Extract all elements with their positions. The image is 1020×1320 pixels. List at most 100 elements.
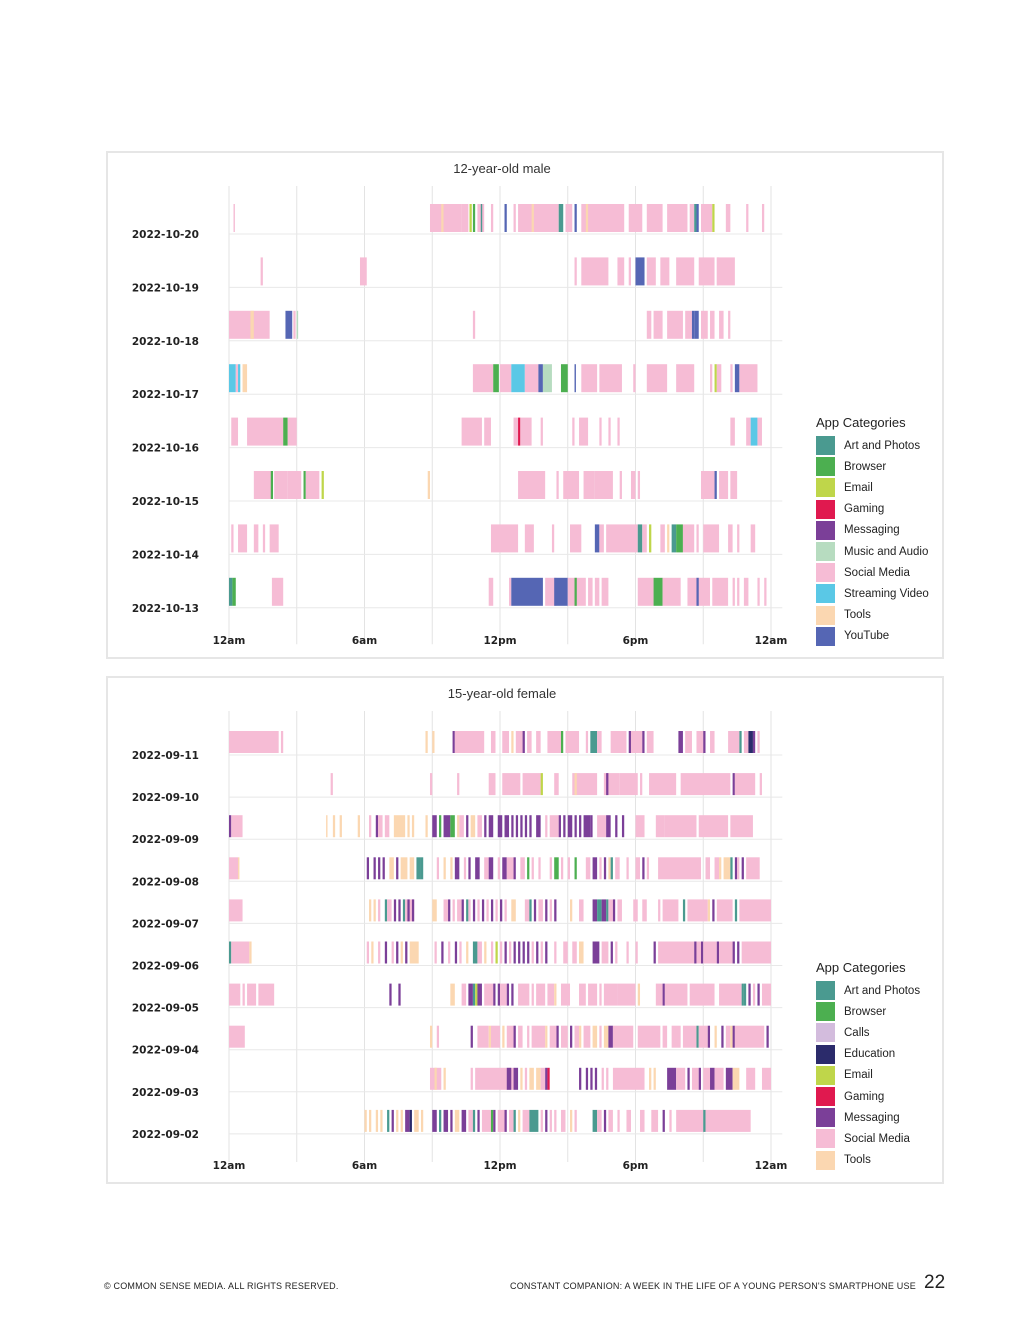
session-bar (759, 773, 762, 796)
session-bar (429, 1025, 433, 1048)
session-bar (698, 815, 729, 838)
session-bar (721, 1025, 724, 1048)
legend-title: App Categories (816, 960, 906, 975)
session-bar (513, 1025, 516, 1048)
session-bar (549, 1109, 552, 1132)
session-bar (592, 1025, 598, 1048)
session-bar (716, 257, 735, 286)
session-bar (628, 204, 643, 232)
session-bar (490, 731, 496, 753)
session-bar (696, 1025, 699, 1048)
session-bar (509, 941, 512, 964)
legend-label: Social Media (844, 566, 910, 579)
session-bar (527, 857, 530, 880)
session-bar (603, 1109, 607, 1132)
session-bar (434, 941, 437, 964)
session-bar (518, 1025, 523, 1048)
session-bar (497, 815, 503, 838)
legend-swatch (816, 626, 835, 646)
session-bar (477, 1025, 489, 1048)
session-bar (271, 577, 284, 606)
session-bar (757, 577, 760, 606)
session-bar (606, 815, 611, 838)
session-bar (287, 417, 297, 446)
session-bar (626, 941, 629, 964)
session-bar (646, 257, 656, 286)
session-bar (719, 310, 724, 339)
session-bar (610, 941, 613, 964)
legend-swatch (816, 457, 835, 477)
session-bar (511, 364, 525, 393)
session-bar (737, 941, 740, 964)
session-bar (615, 815, 618, 838)
legend-swatch (816, 981, 835, 1001)
session-bar (229, 364, 236, 393)
session-bar (506, 857, 514, 880)
session-bar (649, 524, 652, 553)
session-bar (536, 731, 541, 753)
session-bar (391, 1109, 394, 1132)
session-bar (506, 1067, 512, 1090)
session-bar (655, 983, 663, 1006)
legend-item: Social Media (816, 1128, 920, 1149)
session-bar (495, 899, 498, 922)
row-date-label: 2022-09-11 (132, 750, 199, 762)
session-bar (556, 471, 559, 499)
footer-copyright: © COMMON SENSE MEDIA. ALL RIGHTS RESERVE… (104, 1281, 339, 1291)
legend: App Categories Art and Photos Browser Emai… (816, 415, 929, 647)
session-bar (443, 815, 451, 838)
session-bar (698, 257, 715, 286)
session-bar (560, 1109, 566, 1132)
session-bar (538, 857, 541, 880)
session-bar (687, 899, 708, 922)
session-bar (664, 815, 697, 838)
session-bar (549, 815, 559, 838)
session-bar (712, 899, 715, 922)
session-bar (506, 983, 510, 1006)
session-bar (719, 941, 733, 964)
legend-swatch (816, 1023, 835, 1043)
session-bar (457, 773, 460, 796)
session-bar (393, 815, 406, 838)
session-bar (565, 204, 573, 232)
session-bar (250, 310, 254, 339)
session-bar (746, 857, 760, 880)
session-bar (490, 941, 494, 964)
session-bar (732, 1025, 735, 1048)
legend-items: Art and Photos Browser Calls Education Email… (816, 980, 920, 1171)
session-bar (682, 1025, 697, 1048)
session-bar (536, 1067, 541, 1090)
session-bar (493, 983, 496, 1006)
session-bar (531, 1025, 546, 1048)
session-bar (676, 1067, 686, 1090)
session-bar (646, 204, 663, 232)
session-bar (391, 941, 394, 964)
session-bar (547, 983, 555, 1006)
session-bar (409, 857, 415, 880)
session-bar (642, 857, 645, 880)
session-bar (691, 310, 695, 339)
session-bar (389, 857, 394, 880)
session-bar (502, 773, 521, 796)
session-bar (599, 524, 604, 553)
session-bar (714, 1067, 724, 1090)
session-bar (450, 983, 455, 1006)
session-bar (752, 983, 756, 1006)
session-bar (761, 1067, 771, 1090)
legend-label: Email (844, 1069, 873, 1082)
legend-item: Social Media (816, 562, 929, 583)
session-bar (626, 1109, 631, 1132)
x-tick-label: 6pm (623, 1160, 649, 1172)
legend-label: Messaging (844, 1111, 900, 1124)
session-bar (619, 471, 622, 499)
session-bar (472, 204, 476, 232)
session-bar (396, 857, 399, 880)
session-bar (518, 1109, 521, 1132)
session-bar (646, 364, 668, 393)
session-bar (466, 815, 469, 838)
session-bar (574, 577, 577, 606)
session-bar (554, 983, 557, 1006)
session-bar (572, 417, 575, 446)
session-bar (592, 857, 598, 880)
session-bar (703, 1109, 706, 1132)
